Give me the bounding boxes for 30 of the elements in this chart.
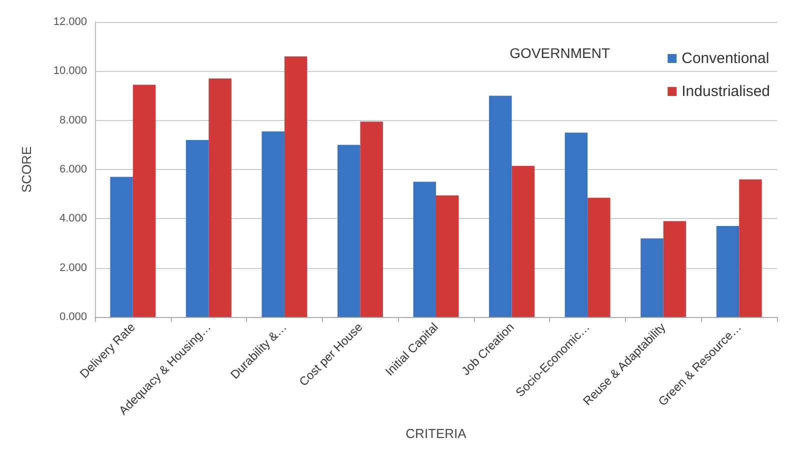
y-tick-label: 6.000	[59, 164, 87, 176]
bar	[739, 179, 762, 317]
bar	[663, 221, 686, 317]
bar	[588, 198, 610, 317]
y-tick-label: 8.000	[59, 114, 87, 126]
bar	[716, 226, 740, 317]
bar	[284, 56, 308, 317]
bar	[262, 131, 284, 317]
bar	[640, 238, 664, 317]
bar	[110, 176, 133, 317]
bar	[337, 144, 360, 317]
bar	[360, 122, 383, 317]
x-axis-title: CRITERIA	[406, 426, 467, 441]
y-tick-label: 2.000	[59, 262, 87, 274]
bar	[132, 84, 156, 317]
bar	[512, 166, 535, 317]
y-tick-label: 12.000	[53, 16, 87, 28]
bar	[489, 96, 512, 317]
legend-label: Industrialised	[682, 83, 770, 100]
bar	[413, 182, 436, 317]
y-axis-title: SCORE	[19, 146, 34, 193]
bar	[436, 195, 459, 317]
y-tick-label: 4.000	[59, 212, 87, 225]
legend-label: Conventional	[682, 50, 770, 67]
bar	[208, 78, 232, 317]
y-tick-label: 0.000	[59, 311, 87, 323]
bar	[564, 132, 588, 317]
bar	[186, 140, 209, 317]
y-tick-label: 10.000	[53, 65, 87, 78]
annotation: GOVERNMENT	[510, 45, 610, 61]
